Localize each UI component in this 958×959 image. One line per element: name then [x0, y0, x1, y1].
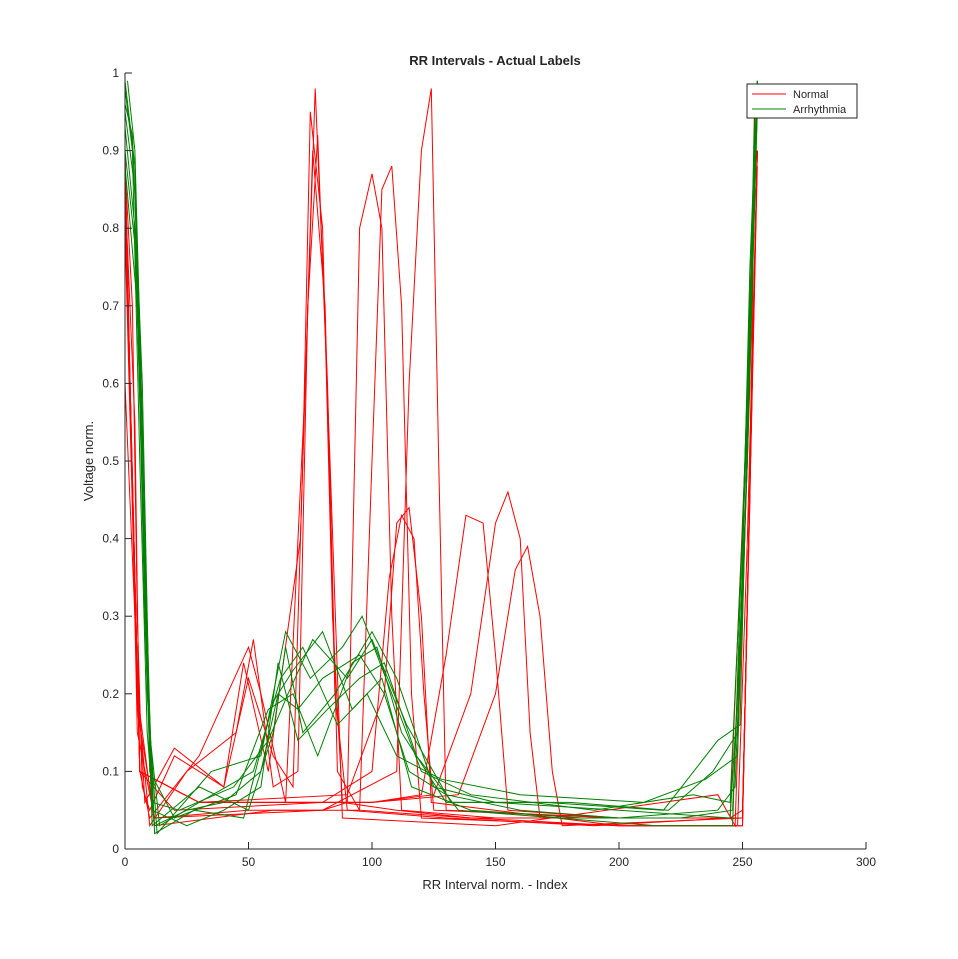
- y-tick-label: 0.8: [102, 221, 119, 235]
- y-tick-label: 0.9: [102, 144, 119, 158]
- series-line-arrhythmia: [125, 111, 758, 835]
- series-line-arrhythmia: [127, 80, 758, 819]
- x-tick-label: 0: [122, 855, 129, 869]
- y-ticks: 0 0.1 0.2 0.3 0.4 0.5 0.6 0.7 0.8 0.9 1: [102, 66, 132, 856]
- y-tick-label: 0: [112, 842, 119, 856]
- y-tick-label: 0.6: [102, 376, 119, 390]
- legend-label-arrhythmia: Arrhythmia: [793, 104, 847, 116]
- y-tick-label: 0.3: [102, 609, 119, 623]
- x-tick-label: 300: [856, 855, 876, 869]
- legend: Normal Arrhythmia: [746, 83, 858, 119]
- x-tick-label: 250: [732, 855, 752, 869]
- x-ticks: 0 50 100 150 200 250 300: [122, 842, 876, 869]
- chart-title: RR Intervals - Actual Labels: [409, 53, 580, 68]
- series-arrhythmia: [125, 80, 758, 835]
- y-axis-label: Voltage norm.: [81, 421, 96, 501]
- legend-box: [746, 83, 858, 119]
- y-tick-label: 0.7: [102, 299, 119, 313]
- series-line-arrhythmia: [125, 80, 758, 827]
- x-tick-label: 150: [485, 855, 505, 869]
- x-axis-label: RR Interval norm. - Index: [422, 877, 568, 892]
- y-tick-label: 0.2: [102, 687, 119, 701]
- series-line-arrhythmia: [125, 80, 758, 811]
- series-line-arrhythmia: [125, 80, 758, 827]
- x-tick-label: 200: [609, 855, 629, 869]
- y-tick-label: 0.5: [102, 454, 119, 468]
- x-tick-label: 50: [242, 855, 256, 869]
- series-line-arrhythmia: [125, 96, 758, 835]
- series-line-normal: [125, 150, 758, 819]
- y-tick-label: 0.1: [102, 764, 119, 778]
- y-tick-label: 1: [112, 66, 119, 80]
- series-layer: [125, 80, 758, 835]
- plot-area: [125, 73, 866, 849]
- legend-label-normal: Normal: [793, 89, 828, 101]
- x-tick-label: 100: [362, 855, 382, 869]
- series-line-normal: [125, 135, 756, 827]
- y-tick-label: 0.4: [102, 532, 119, 546]
- series-line-arrhythmia: [125, 103, 758, 827]
